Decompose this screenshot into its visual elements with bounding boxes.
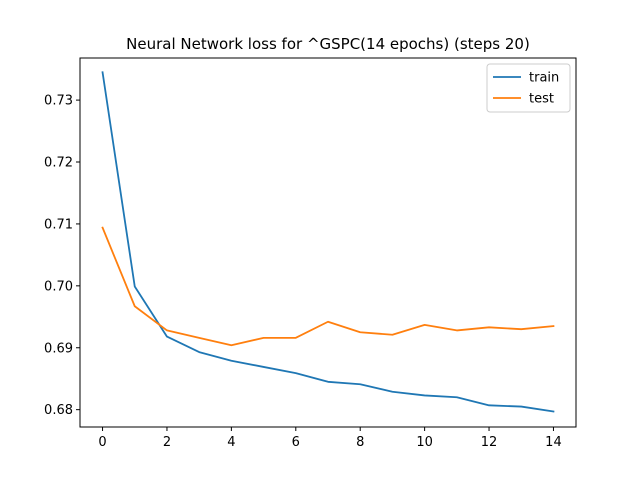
legend: train test bbox=[486, 63, 571, 113]
legend-box bbox=[486, 63, 571, 113]
y-tick-label: 0.71 bbox=[44, 217, 73, 232]
y-tick-label: 0.70 bbox=[44, 279, 73, 294]
x-tick-label: 10 bbox=[416, 435, 433, 450]
x-tick-label: 4 bbox=[227, 435, 235, 450]
legend-label-train: train bbox=[529, 71, 559, 86]
x-tick-label: 14 bbox=[545, 435, 562, 450]
x-tick-label: 6 bbox=[292, 435, 300, 450]
x-tick-label: 12 bbox=[481, 435, 498, 450]
legend-label-test: test bbox=[529, 92, 554, 107]
plot-area bbox=[101, 71, 555, 413]
x-tick-label: 8 bbox=[356, 435, 364, 450]
axes: 0 2 4 6 8 10 12 14 0.68 0.69 0.70 0.71 0.72 0.73 bbox=[44, 57, 577, 450]
y-tick-label: 0.73 bbox=[44, 94, 73, 109]
y-tick-label: 0.69 bbox=[44, 341, 73, 356]
series-line-train bbox=[101, 71, 555, 413]
chart-title: Neural Network loss for ^GSPC(14 epochs)… bbox=[126, 35, 530, 53]
y-tick-label: 0.72 bbox=[44, 156, 73, 171]
axes-frame bbox=[79, 57, 577, 428]
series-line-test bbox=[101, 226, 555, 347]
y-tick-label: 0.68 bbox=[44, 403, 73, 418]
x-tick-label: 0 bbox=[98, 435, 106, 450]
x-tick-label: 2 bbox=[163, 435, 171, 450]
